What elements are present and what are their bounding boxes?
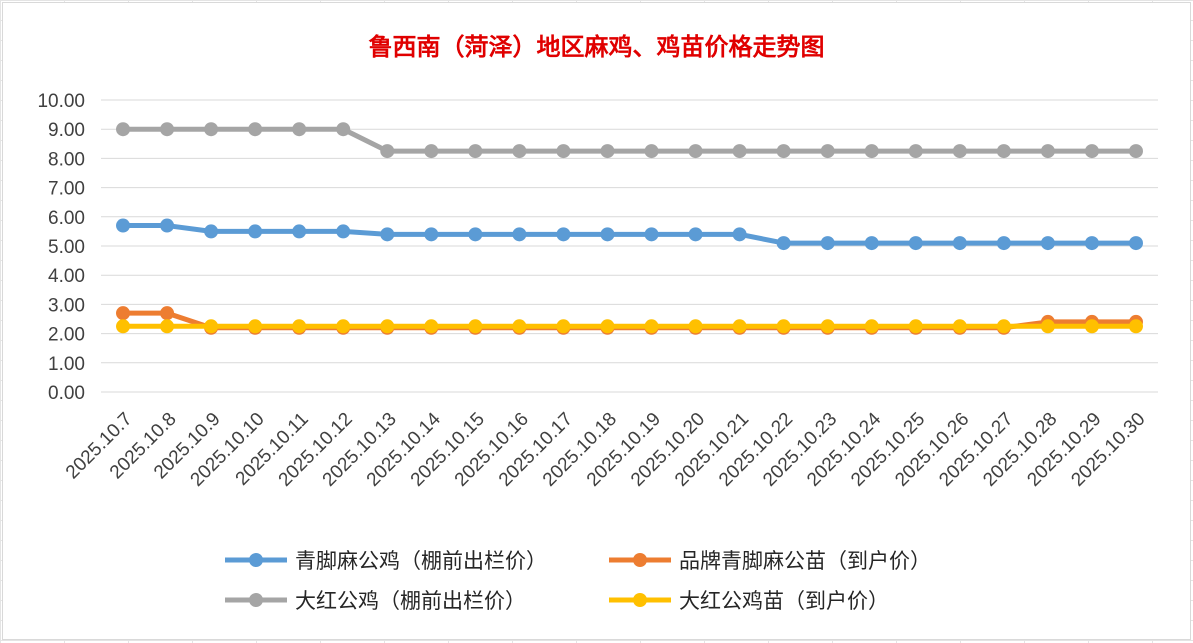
data-point [336,224,351,239]
data-point [160,122,175,137]
series-line [123,126,1136,154]
data-point [336,319,351,334]
data-point [996,236,1011,251]
data-point [1040,144,1055,159]
data-point [732,319,747,334]
data-point [512,319,527,334]
data-point [116,218,131,233]
data-point [864,319,879,334]
chart-title: 鲁西南（菏泽）地区麻鸡、鸡苗价格走势图 [368,33,825,61]
data-point [600,227,615,242]
data-point [204,319,219,334]
data-point [116,306,131,321]
legend-label: 大红公鸡苗（到户价） [679,589,889,613]
y-tick-label: 3.00 [48,295,85,316]
data-point [996,319,1011,334]
data-point [1040,319,1055,334]
data-point [908,236,923,251]
data-point [204,224,219,239]
y-tick-label: 10.00 [37,91,85,112]
data-point [864,236,879,251]
data-point [600,319,615,334]
data-point [556,144,571,159]
legend-swatch-marker [249,553,263,567]
data-point [600,144,615,159]
data-point [556,227,571,242]
y-tick-label: 4.00 [48,266,85,287]
data-point [820,144,835,159]
data-point [1128,236,1143,251]
data-point [820,319,835,334]
y-tick-label: 8.00 [48,149,85,170]
data-point [1084,144,1099,159]
data-point [1128,144,1143,159]
data-point [864,144,879,159]
y-tick-label: 6.00 [48,208,85,229]
data-point [292,224,307,239]
data-point [820,236,835,251]
data-point [908,319,923,334]
data-point [160,319,175,334]
data-point [468,227,483,242]
data-point [952,319,967,334]
data-point [336,122,351,137]
legend-swatch-marker [633,593,647,607]
data-point [776,236,791,251]
data-point [380,319,395,334]
data-point [248,122,263,137]
y-tick-label: 0.00 [48,383,85,404]
data-point [380,144,395,159]
data-point [908,144,923,159]
data-point [160,218,175,233]
data-point [424,144,439,159]
data-point [732,227,747,242]
data-point [1040,236,1055,251]
data-point [1084,319,1099,334]
data-point [116,122,131,137]
data-point [644,144,659,159]
legend-label: 青脚麻公鸡（棚前出栏价） [295,549,547,573]
legend-label: 品牌青脚麻公苗（到户价） [679,549,931,573]
data-point [292,319,307,334]
data-point [996,144,1011,159]
data-point [952,236,967,251]
y-tick-label: 2.00 [48,325,85,346]
data-point [688,144,703,159]
data-point [644,319,659,334]
data-point [512,227,527,242]
data-point [776,144,791,159]
data-point [424,319,439,334]
legend-swatch-marker [633,553,647,567]
data-point [116,319,131,334]
data-point [556,319,571,334]
data-point [468,319,483,334]
line-chart: 0.00 1.00 2.00 3.00 4.00 5.00 6.00 7.00 8.00 9.00… [37,91,1158,613]
data-point [1084,236,1099,251]
data-point [424,227,439,242]
data-point [1128,319,1143,334]
y-tick-label: 7.00 [48,179,85,200]
data-point [688,319,703,334]
data-point [468,144,483,159]
legend-label: 大红公鸡（棚前出栏价） [295,589,526,613]
data-point [644,227,659,242]
y-tick-label: 1.00 [48,354,85,375]
legend-swatch-marker [249,593,263,607]
series-line [123,223,1136,246]
data-point [732,144,747,159]
data-point [776,319,791,334]
data-point [160,306,175,321]
data-point [292,122,307,137]
data-point [248,319,263,334]
data-point [248,224,263,239]
y-tick-label: 9.00 [48,120,85,141]
data-point [688,227,703,242]
data-point [952,144,967,159]
data-point [204,122,219,137]
data-point [380,227,395,242]
y-tick-label: 5.00 [48,237,85,258]
data-point [512,144,527,159]
